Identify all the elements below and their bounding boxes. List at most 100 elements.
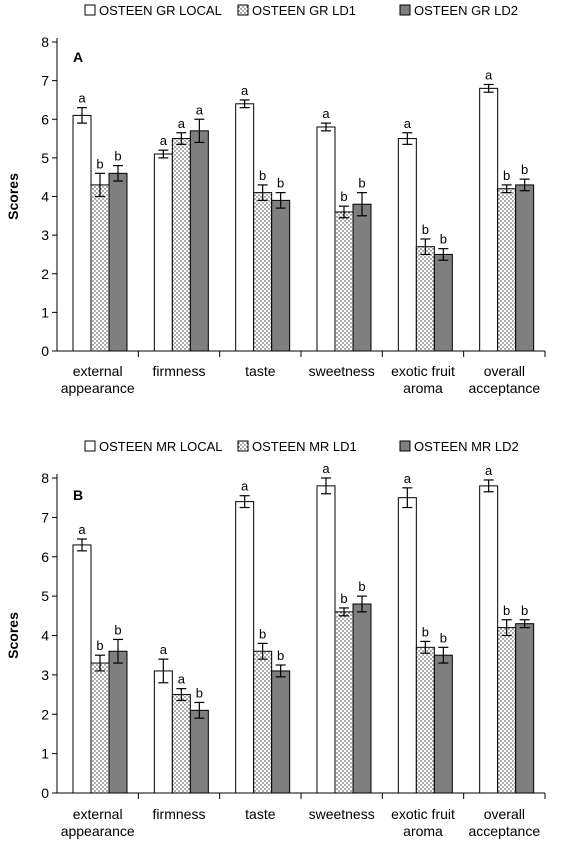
legend-label-osteen-mr-ld1: OSTEEN MR LD1	[252, 439, 357, 454]
bar-osteen-mr-ld2-exotic-fruit-aroma	[433, 654, 453, 794]
y-tick-label-3: 3	[41, 667, 49, 683]
sig-label-osteen-mr-ld1-3: b	[340, 591, 347, 606]
y-tick-label-4: 4	[41, 189, 49, 205]
sig-label-osteen-gr-ld1-3: b	[340, 189, 347, 204]
panel-letter: B	[73, 487, 83, 503]
bar-osteen-mr-ld1-firmness	[171, 694, 191, 794]
y-tick-label-2: 2	[41, 706, 49, 722]
y-tick-label-3: 3	[41, 227, 49, 243]
legend-swatch-osteen-gr-ld1	[237, 4, 249, 16]
bar-osteen-mr-ld2-firmness	[189, 709, 209, 794]
y-tick-label-2: 2	[41, 266, 49, 282]
sig-label-osteen-mr-ld2-5: b	[521, 603, 528, 618]
legend-swatch-osteen-gr-local	[84, 4, 96, 16]
y-tick-label-7: 7	[41, 509, 49, 525]
sig-label-osteen-mr-ld1-0: b	[96, 638, 103, 653]
y-tick-label-0: 0	[41, 785, 49, 801]
bar-osteen-mr-ld2-overall-acceptance	[515, 623, 535, 794]
bar-osteen-mr-local-firmness	[153, 670, 173, 794]
bar-osteen-mr-local-sweetness	[316, 485, 336, 794]
bar-osteen-gr-local-firmness	[153, 153, 173, 352]
x-tick-label-firmness: firmness	[153, 363, 206, 379]
y-tick-label-6: 6	[41, 549, 49, 565]
bar-osteen-gr-ld2-taste	[271, 199, 291, 352]
sig-label-osteen-gr-ld1-4: b	[422, 222, 429, 237]
legend-swatch-osteen-mr-local	[84, 440, 96, 452]
x-tick-label-sweetness: sweetness	[309, 806, 375, 822]
y-tick-label-1: 1	[41, 304, 49, 320]
bar-osteen-gr-ld1-taste	[253, 192, 273, 352]
x-tick-label-overall-acceptance: overall acceptance	[469, 363, 541, 396]
sig-label-osteen-mr-local-5: a	[485, 463, 493, 478]
panel-b: OSTEEN MR LOCAL OSTEEN MR LD1 OSTEEN MR LD…	[5, 439, 546, 839]
bar-osteen-mr-local-taste	[235, 501, 255, 794]
y-tick-label-6: 6	[41, 111, 49, 127]
bar-osteen-mr-ld1-sweetness	[334, 611, 354, 794]
sig-label-osteen-gr-ld2-3: b	[358, 176, 365, 191]
bar-osteen-gr-ld1-firmness	[171, 138, 191, 352]
sig-label-osteen-gr-local-5: a	[485, 67, 493, 82]
y-tick-label-5: 5	[41, 588, 49, 604]
sig-label-osteen-gr-ld2-1: a	[196, 102, 204, 117]
sig-label-osteen-mr-local-0: a	[78, 522, 86, 537]
sig-label-osteen-mr-ld1-2: b	[259, 626, 266, 641]
sig-label-osteen-mr-ld2-3: b	[358, 579, 365, 594]
sig-label-osteen-gr-local-3: a	[322, 106, 330, 121]
legend-label-osteen-gr-local: OSTEEN GR LOCAL	[99, 3, 222, 18]
sig-label-osteen-gr-ld2-2: b	[277, 176, 284, 191]
x-tick-label-external-appearance: external appearance	[61, 363, 135, 396]
bar-osteen-mr-ld1-external-appearance	[90, 662, 110, 794]
bar-osteen-mr-ld1-exotic-fruit-aroma	[415, 646, 435, 794]
panel-letter: A	[73, 49, 83, 65]
sig-label-osteen-mr-local-3: a	[322, 461, 330, 476]
bar-osteen-gr-local-sweetness	[316, 126, 336, 352]
sig-label-osteen-gr-ld2-4: b	[440, 232, 447, 247]
bar-osteen-gr-ld1-external-appearance	[90, 184, 110, 352]
sig-label-osteen-gr-ld1-0: b	[96, 156, 103, 171]
x-tick-label-taste: taste	[245, 363, 276, 379]
legend-swatch-osteen-mr-ld2	[399, 440, 411, 452]
sig-label-osteen-gr-ld1-2: b	[259, 168, 266, 183]
sig-label-osteen-mr-ld2-0: b	[114, 622, 121, 637]
bar-osteen-gr-local-external-appearance	[72, 114, 92, 352]
sig-label-osteen-gr-ld1-5: b	[503, 168, 510, 183]
sig-label-osteen-mr-ld1-1: a	[178, 672, 186, 687]
sig-label-osteen-gr-ld2-5: b	[521, 162, 528, 177]
x-tick-label-external-appearance: external appearance	[61, 806, 135, 839]
bar-osteen-mr-ld2-taste	[271, 670, 291, 794]
sig-label-osteen-gr-local-4: a	[404, 116, 412, 131]
legend-swatch-osteen-gr-ld2	[399, 4, 411, 16]
x-tick-label-overall-acceptance: overall acceptance	[469, 806, 541, 839]
bar-osteen-gr-ld2-sweetness	[352, 203, 372, 352]
bar-osteen-gr-local-overall-acceptance	[479, 87, 499, 352]
panel-a: OSTEEN GR LOCAL OSTEEN GR LD1 OSTEEN GR LD…	[5, 3, 546, 396]
legend-swatch-osteen-mr-ld1	[237, 440, 249, 452]
bar-osteen-mr-ld2-sweetness	[352, 603, 372, 794]
y-tick-label-8: 8	[41, 34, 49, 50]
x-tick-label-exotic-fruit-aroma: exotic fruit aroma	[391, 363, 455, 396]
x-tick-label-firmness: firmness	[153, 806, 206, 822]
y-tick-label-7: 7	[41, 73, 49, 89]
bar-osteen-gr-local-exotic-fruit-aroma	[397, 138, 417, 352]
sig-label-osteen-mr-ld1-5: b	[503, 603, 510, 618]
bar-osteen-gr-ld2-exotic-fruit-aroma	[433, 253, 453, 352]
legend-label-osteen-mr-ld2: OSTEEN MR LD2	[414, 439, 519, 454]
x-tick-label-sweetness: sweetness	[309, 363, 375, 379]
bar-osteen-mr-ld2-external-appearance	[108, 650, 128, 794]
legend-label-osteen-gr-ld2: OSTEEN GR LD2	[414, 3, 518, 18]
y-tick-label-8: 8	[41, 470, 49, 486]
bar-osteen-gr-ld1-exotic-fruit-aroma	[415, 246, 435, 352]
sig-label-osteen-gr-ld2-0: b	[114, 149, 121, 164]
y-axis-title: Scores	[5, 173, 21, 220]
sig-label-osteen-mr-ld2-4: b	[440, 630, 447, 645]
sig-label-osteen-mr-local-2: a	[241, 479, 249, 494]
sig-label-osteen-mr-ld2-2: b	[277, 648, 284, 663]
sig-label-osteen-gr-local-0: a	[78, 91, 86, 106]
sig-label-osteen-gr-local-2: a	[241, 83, 249, 98]
bar-osteen-mr-ld1-overall-acceptance	[497, 627, 517, 794]
bar-osteen-gr-ld2-overall-acceptance	[515, 184, 535, 352]
x-tick-label-taste: taste	[245, 806, 276, 822]
y-tick-label-0: 0	[41, 343, 49, 359]
